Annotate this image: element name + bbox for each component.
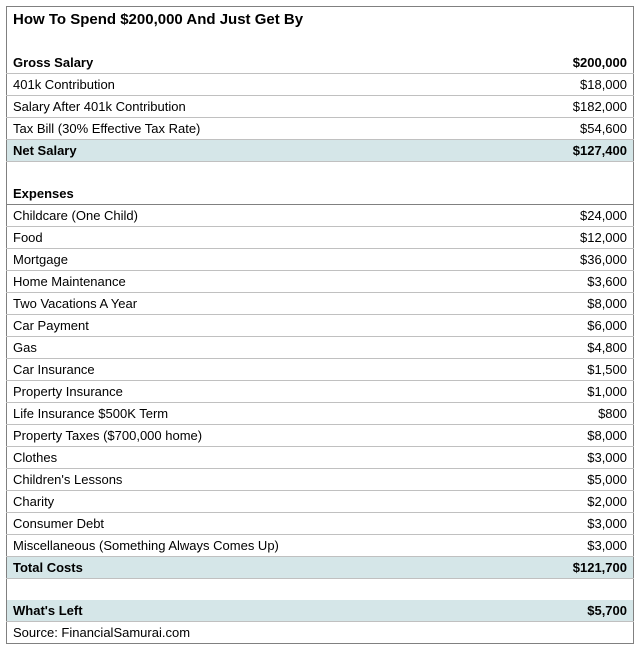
expense-label: Consumer Debt: [7, 513, 512, 535]
source-text: Source: FinancialSamurai.com: [7, 622, 634, 644]
tax-label: Tax Bill (30% Effective Tax Rate): [7, 118, 512, 140]
expense-label: Children's Lessons: [7, 469, 512, 491]
after-401k-value: $182,000: [511, 96, 634, 118]
expense-row: Car Insurance$1,500: [7, 359, 634, 381]
expense-label: Mortgage: [7, 249, 512, 271]
title-row: How To Spend $200,000 And Just Get By: [7, 7, 634, 32]
expenses-header-row: Expenses: [7, 183, 634, 205]
expense-row: Mortgage$36,000: [7, 249, 634, 271]
expense-label: Two Vacations A Year: [7, 293, 512, 315]
page-title: How To Spend $200,000 And Just Get By: [7, 7, 634, 32]
expense-label: Property Taxes ($700,000 home): [7, 425, 512, 447]
total-costs-label: Total Costs: [7, 557, 512, 579]
expense-label: Car Payment: [7, 315, 512, 337]
expense-label: Life Insurance $500K Term: [7, 403, 512, 425]
whats-left-value: $5,700: [511, 600, 634, 622]
gross-salary-label: Gross Salary: [7, 52, 512, 74]
expense-value: $1,500: [511, 359, 634, 381]
expense-value: $36,000: [511, 249, 634, 271]
expense-label: Charity: [7, 491, 512, 513]
after-401k-label: Salary After 401k Contribution: [7, 96, 512, 118]
expense-value: $12,000: [511, 227, 634, 249]
tax-value: $54,600: [511, 118, 634, 140]
expense-value: $6,000: [511, 315, 634, 337]
expense-row: Clothes$3,000: [7, 447, 634, 469]
spacer-row: [7, 579, 634, 601]
expense-label: Miscellaneous (Something Always Comes Up…: [7, 535, 512, 557]
source-row: Source: FinancialSamurai.com: [7, 622, 634, 644]
expense-value: $5,000: [511, 469, 634, 491]
expense-value: $4,800: [511, 337, 634, 359]
expense-rows: Childcare (One Child)$24,000Food$12,000M…: [7, 205, 634, 557]
expense-value: $2,000: [511, 491, 634, 513]
spacer-row: [7, 162, 634, 184]
expense-label: Food: [7, 227, 512, 249]
expense-value: $800: [511, 403, 634, 425]
expense-row: Consumer Debt$3,000: [7, 513, 634, 535]
expense-row: Home Maintenance$3,600: [7, 271, 634, 293]
expense-row: Food$12,000: [7, 227, 634, 249]
expense-value: $8,000: [511, 425, 634, 447]
net-salary-label: Net Salary: [7, 140, 512, 162]
expense-row: Miscellaneous (Something Always Comes Up…: [7, 535, 634, 557]
net-salary-value: $127,400: [511, 140, 634, 162]
k401-value: $18,000: [511, 74, 634, 96]
expense-row: Two Vacations A Year$8,000: [7, 293, 634, 315]
tax-row: Tax Bill (30% Effective Tax Rate) $54,60…: [7, 118, 634, 140]
expense-label: Clothes: [7, 447, 512, 469]
expense-row: Children's Lessons$5,000: [7, 469, 634, 491]
expense-label: Home Maintenance: [7, 271, 512, 293]
expense-row: Charity$2,000: [7, 491, 634, 513]
expense-row: Property Insurance$1,000: [7, 381, 634, 403]
expenses-header: Expenses: [7, 183, 512, 205]
k401-row: 401k Contribution $18,000: [7, 74, 634, 96]
whats-left-label: What's Left: [7, 600, 512, 622]
expense-row: Childcare (One Child)$24,000: [7, 205, 634, 227]
expense-value: $3,000: [511, 535, 634, 557]
expense-value: $3,000: [511, 513, 634, 535]
expense-value: $24,000: [511, 205, 634, 227]
expense-label: Childcare (One Child): [7, 205, 512, 227]
expense-row: Car Payment$6,000: [7, 315, 634, 337]
expense-value: $1,000: [511, 381, 634, 403]
gross-salary-row: Gross Salary $200,000: [7, 52, 634, 74]
expense-label: Gas: [7, 337, 512, 359]
expense-value: $3,600: [511, 271, 634, 293]
spacer-row: [7, 31, 634, 52]
expense-row: Life Insurance $500K Term$800: [7, 403, 634, 425]
expense-row: Property Taxes ($700,000 home)$8,000: [7, 425, 634, 447]
k401-label: 401k Contribution: [7, 74, 512, 96]
budget-table: How To Spend $200,000 And Just Get By Gr…: [6, 6, 634, 644]
expense-label: Property Insurance: [7, 381, 512, 403]
net-salary-row: Net Salary $127,400: [7, 140, 634, 162]
expense-value: $8,000: [511, 293, 634, 315]
expense-value: $3,000: [511, 447, 634, 469]
whats-left-row: What's Left $5,700: [7, 600, 634, 622]
gross-salary-value: $200,000: [511, 52, 634, 74]
expense-row: Gas$4,800: [7, 337, 634, 359]
total-costs-value: $121,700: [511, 557, 634, 579]
after-401k-row: Salary After 401k Contribution $182,000: [7, 96, 634, 118]
total-costs-row: Total Costs $121,700: [7, 557, 634, 579]
expense-label: Car Insurance: [7, 359, 512, 381]
